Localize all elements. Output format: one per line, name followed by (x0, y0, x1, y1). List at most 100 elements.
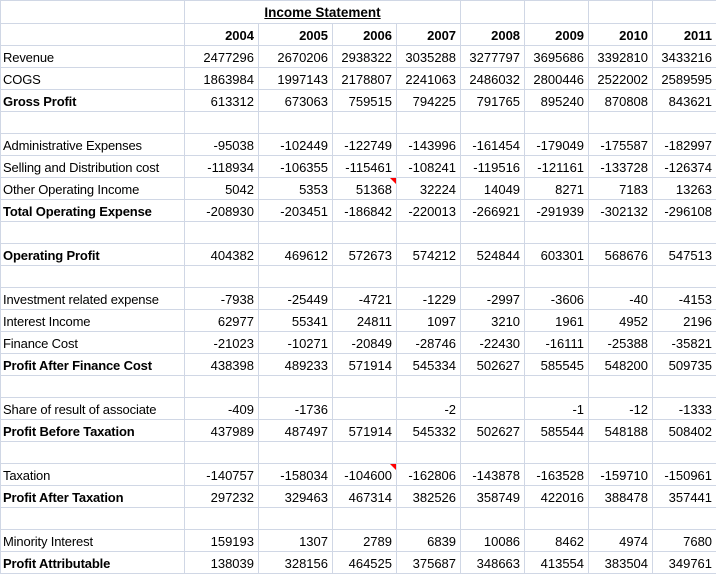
year-header-cell[interactable]: 2010 (589, 24, 653, 46)
value-cell[interactable]: -291939 (525, 200, 589, 222)
empty-cell[interactable] (653, 1, 716, 24)
value-cell[interactable]: 870808 (589, 90, 653, 112)
value-cell[interactable]: -2 (397, 398, 461, 420)
value-cell[interactable]: -2997 (461, 288, 525, 310)
value-cell[interactable] (333, 266, 397, 288)
value-cell[interactable]: 545332 (397, 420, 461, 442)
value-cell[interactable]: -28746 (397, 332, 461, 354)
value-cell[interactable]: 613312 (185, 90, 259, 112)
row-label-cell[interactable] (1, 508, 185, 530)
row-label-cell[interactable]: Other Operating Income (1, 178, 185, 200)
value-cell[interactable] (525, 266, 589, 288)
value-cell[interactable]: 2800446 (525, 68, 589, 90)
value-cell[interactable]: 358749 (461, 486, 525, 508)
value-cell[interactable]: -186842 (333, 200, 397, 222)
row-label-cell[interactable] (1, 266, 185, 288)
value-cell[interactable] (259, 376, 333, 398)
year-header-cell[interactable]: 2007 (397, 24, 461, 46)
value-cell[interactable]: 348663 (461, 552, 525, 574)
row-label-cell[interactable]: Interest Income (1, 310, 185, 332)
value-cell[interactable]: 2522002 (589, 68, 653, 90)
value-cell[interactable]: 2477296 (185, 46, 259, 68)
value-cell[interactable]: 3392810 (589, 46, 653, 68)
row-label-cell[interactable]: Operating Profit (1, 244, 185, 266)
value-cell[interactable]: 3210 (461, 310, 525, 332)
value-cell[interactable] (525, 442, 589, 464)
empty-cell[interactable] (461, 1, 525, 24)
value-cell[interactable]: 673063 (259, 90, 333, 112)
value-cell[interactable] (653, 442, 716, 464)
value-cell[interactable]: -133728 (589, 156, 653, 178)
value-cell[interactable]: -163528 (525, 464, 589, 486)
value-cell[interactable]: 7183 (589, 178, 653, 200)
row-label-cell[interactable]: Investment related expense (1, 288, 185, 310)
value-cell[interactable] (461, 442, 525, 464)
value-cell[interactable]: 545334 (397, 354, 461, 376)
value-cell[interactable]: -7938 (185, 288, 259, 310)
value-cell[interactable]: -3606 (525, 288, 589, 310)
value-cell[interactable]: 8462 (525, 530, 589, 552)
value-cell[interactable]: 2196 (653, 310, 716, 332)
value-cell[interactable]: 464525 (333, 552, 397, 574)
year-header-cell[interactable]: 2011 (653, 24, 716, 46)
row-label-cell[interactable]: Profit Before Taxation (1, 420, 185, 442)
value-cell[interactable]: 548200 (589, 354, 653, 376)
value-cell[interactable]: -208930 (185, 200, 259, 222)
value-cell[interactable]: -203451 (259, 200, 333, 222)
row-label-cell[interactable]: Profit Attributable (1, 552, 185, 574)
value-cell[interactable]: 1997143 (259, 68, 333, 90)
value-cell[interactable]: -4153 (653, 288, 716, 310)
value-cell[interactable]: -1229 (397, 288, 461, 310)
value-cell[interactable]: 1961 (525, 310, 589, 332)
value-cell[interactable]: -158034 (259, 464, 333, 486)
value-cell[interactable] (589, 222, 653, 244)
value-cell[interactable]: 2670206 (259, 46, 333, 68)
value-cell[interactable] (259, 442, 333, 464)
value-cell[interactable]: 571914 (333, 420, 397, 442)
value-cell[interactable] (185, 266, 259, 288)
value-cell[interactable] (589, 376, 653, 398)
value-cell[interactable]: 794225 (397, 90, 461, 112)
value-cell[interactable] (185, 112, 259, 134)
row-label-cell[interactable]: COGS (1, 68, 185, 90)
value-cell[interactable]: 574212 (397, 244, 461, 266)
value-cell[interactable] (461, 398, 525, 420)
value-cell[interactable]: 8271 (525, 178, 589, 200)
value-cell[interactable]: -150961 (653, 464, 716, 486)
value-cell[interactable]: -20849 (333, 332, 397, 354)
value-cell[interactable] (653, 222, 716, 244)
value-cell[interactable]: 487497 (259, 420, 333, 442)
value-cell[interactable] (653, 112, 716, 134)
value-cell[interactable]: -179049 (525, 134, 589, 156)
value-cell[interactable]: 383504 (589, 552, 653, 574)
value-cell[interactable] (653, 508, 716, 530)
value-cell[interactable] (333, 442, 397, 464)
value-cell[interactable]: 1097 (397, 310, 461, 332)
value-cell[interactable]: 2241063 (397, 68, 461, 90)
value-cell[interactable] (185, 376, 259, 398)
value-cell[interactable]: 55341 (259, 310, 333, 332)
value-cell[interactable]: 413554 (525, 552, 589, 574)
value-cell[interactable]: 2589595 (653, 68, 716, 90)
value-cell[interactable] (397, 442, 461, 464)
value-cell[interactable] (333, 112, 397, 134)
value-cell[interactable]: 2486032 (461, 68, 525, 90)
value-cell[interactable] (461, 266, 525, 288)
value-cell[interactable]: 437989 (185, 420, 259, 442)
value-cell[interactable]: 467314 (333, 486, 397, 508)
value-cell[interactable] (397, 508, 461, 530)
value-cell[interactable]: 51368 (333, 178, 397, 200)
value-cell[interactable] (461, 376, 525, 398)
value-cell[interactable]: -1333 (653, 398, 716, 420)
value-cell[interactable]: 469612 (259, 244, 333, 266)
value-cell[interactable]: -95038 (185, 134, 259, 156)
value-cell[interactable] (461, 508, 525, 530)
row-label-cell[interactable] (1, 442, 185, 464)
sheet-title[interactable]: Income Statement (185, 1, 461, 24)
value-cell[interactable]: -409 (185, 398, 259, 420)
row-label-cell[interactable]: Profit After Taxation (1, 486, 185, 508)
value-cell[interactable]: 5353 (259, 178, 333, 200)
row-label-cell[interactable]: Administrative Expenses (1, 134, 185, 156)
value-cell[interactable]: 349761 (653, 552, 716, 574)
row-label-cell[interactable] (1, 376, 185, 398)
